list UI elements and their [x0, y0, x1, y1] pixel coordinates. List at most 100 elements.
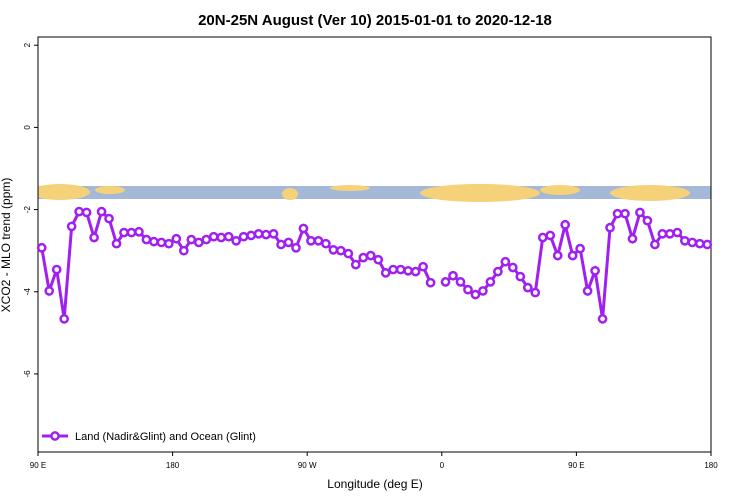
- data-point: [395, 264, 406, 275]
- data-point: [418, 261, 428, 272]
- x-tick-label: 180: [704, 461, 718, 470]
- data-point: [515, 271, 526, 282]
- data-point: [81, 207, 92, 218]
- x-tick-label: 180: [166, 461, 180, 470]
- data-point: [665, 228, 675, 239]
- data-point: [156, 237, 167, 248]
- data-point: [560, 219, 571, 230]
- data-point: [298, 223, 309, 234]
- data-point: [238, 231, 249, 242]
- data-point: [178, 245, 189, 256]
- data-point: [635, 207, 645, 218]
- data-point: [111, 238, 122, 249]
- data-point: [261, 229, 271, 240]
- data-point: [246, 230, 256, 241]
- data-point: [373, 254, 384, 265]
- chart-title: 20N-25N August (Ver 10) 2015-01-01 to 20…: [198, 12, 552, 29]
- data-point: [119, 227, 129, 238]
- y-tick-label: 2: [23, 42, 32, 47]
- data-point: [463, 284, 473, 295]
- data-point: [313, 235, 324, 246]
- data-point: [66, 221, 77, 232]
- data-point: [59, 314, 70, 324]
- data-point: [702, 239, 713, 250]
- data-point: [493, 266, 503, 277]
- data-point: [380, 268, 391, 278]
- y-tick-label: 0: [23, 125, 32, 130]
- data-point: [620, 208, 630, 219]
- data-point: [89, 232, 99, 243]
- data-point: [545, 230, 556, 241]
- data-point: [687, 237, 698, 248]
- data-point: [350, 259, 361, 270]
- data-point: [306, 235, 316, 246]
- data-point: [201, 234, 212, 245]
- data-point: [208, 231, 219, 242]
- data-point: [358, 252, 369, 263]
- data-point: [216, 232, 227, 243]
- data-point: [171, 233, 182, 244]
- y-tick-label: -4: [23, 288, 32, 296]
- data-point: [590, 265, 600, 276]
- map-strip: [38, 184, 711, 202]
- data-point: [650, 239, 660, 250]
- data-point: [291, 242, 301, 253]
- data-point: [672, 227, 683, 238]
- x-tick-label: 0: [440, 461, 445, 470]
- data-point: [552, 250, 563, 261]
- legend-marker: [50, 431, 60, 441]
- x-axis-label: Longitude (deg E): [327, 477, 422, 491]
- data-point: [478, 286, 488, 296]
- data-point: [193, 237, 204, 248]
- data-point: [582, 286, 593, 296]
- data-point: [164, 238, 174, 249]
- data-point: [51, 264, 62, 275]
- data-point: [388, 264, 399, 275]
- data-point: [186, 234, 197, 245]
- data-point: [507, 262, 518, 273]
- data-point: [612, 208, 623, 219]
- data-point: [343, 248, 354, 259]
- data-point: [141, 234, 152, 245]
- data-point: [149, 236, 159, 247]
- data-point: [104, 213, 114, 224]
- data-point: [36, 242, 47, 253]
- data-point: [134, 226, 144, 237]
- data-point: [575, 243, 585, 254]
- data-point: [605, 222, 615, 233]
- data-point: [694, 238, 705, 249]
- data-point: [679, 235, 690, 246]
- data-point: [425, 277, 436, 288]
- data-point: [403, 265, 413, 276]
- legend-label: Land (Nadir&Glint) and Ocean (Glint): [75, 431, 256, 443]
- data-point: [470, 289, 481, 300]
- y-tick-label: -6: [23, 370, 32, 378]
- data-point: [485, 277, 496, 287]
- data-point: [500, 256, 511, 267]
- data-point: [74, 206, 84, 217]
- data-point: [96, 206, 107, 217]
- y-tick-label: -2: [23, 205, 32, 213]
- x-tick-label: 90 W: [298, 461, 317, 470]
- data-point: [283, 237, 294, 248]
- data-point: [276, 239, 286, 250]
- data-point: [223, 231, 234, 242]
- data-point: [336, 245, 346, 256]
- data-point: [268, 228, 279, 239]
- data-point: [44, 286, 55, 296]
- data-point: [253, 228, 264, 239]
- data-point: [448, 270, 458, 281]
- y-axis-label: XCO2 - MLO trend (ppm): [0, 178, 13, 313]
- data-point: [642, 215, 653, 226]
- x-tick-label: 90 E: [30, 461, 46, 470]
- x-tick-label: 90 E: [568, 461, 584, 470]
- data-point: [537, 232, 548, 243]
- data-point: [455, 277, 466, 287]
- data-point: [365, 250, 376, 261]
- data-point: [321, 238, 331, 249]
- data-point: [126, 227, 137, 238]
- data-point: [440, 277, 451, 287]
- data-point: [530, 287, 541, 298]
